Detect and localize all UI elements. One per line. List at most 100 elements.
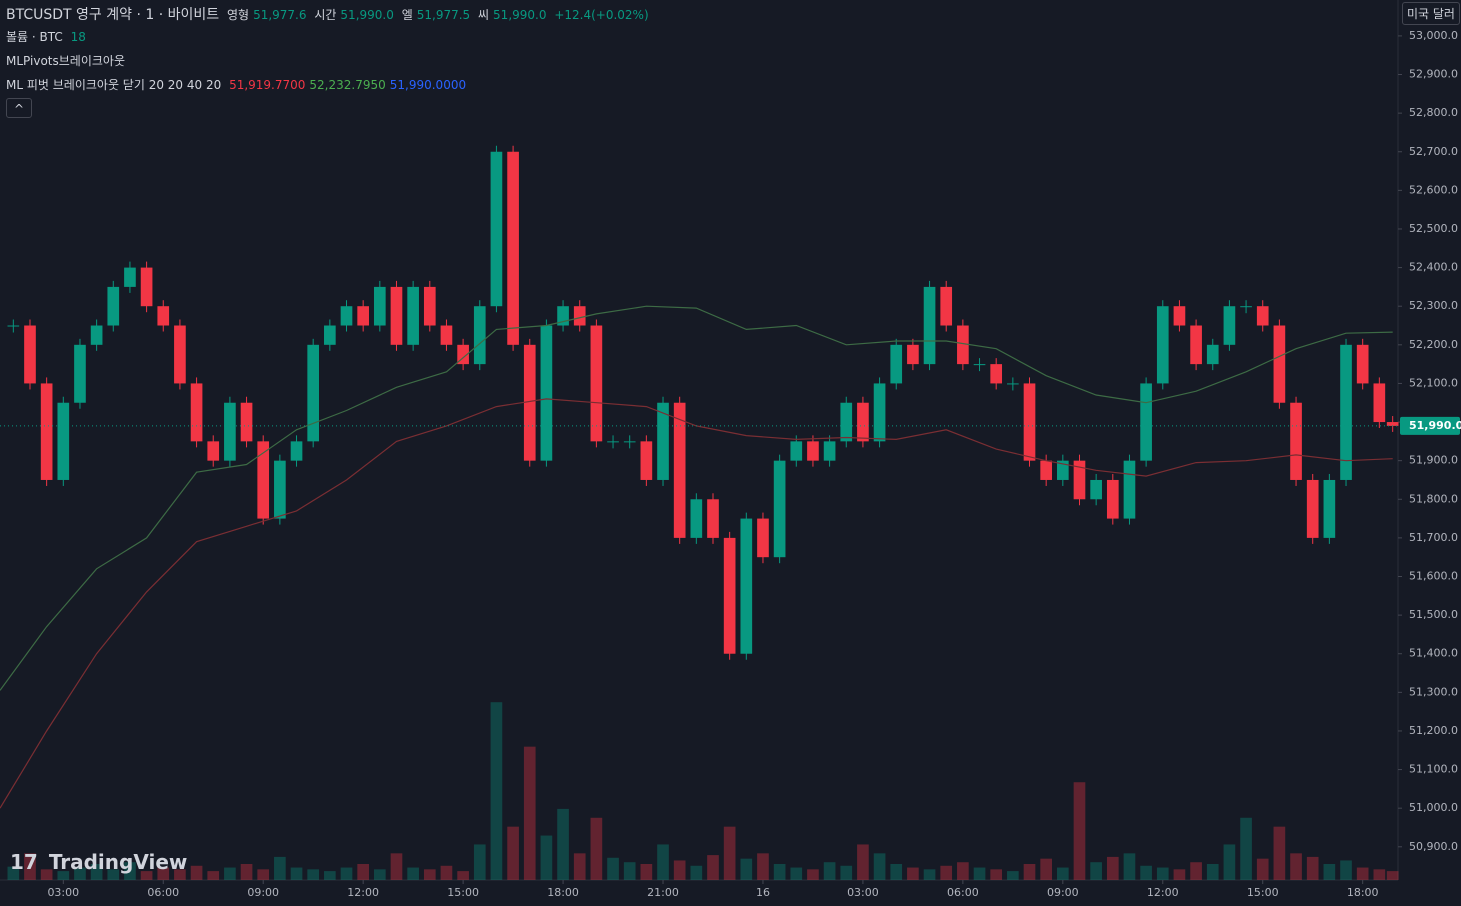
candle (1206, 344, 1219, 365)
candle (1173, 306, 1186, 326)
ohlc-value: 51,990.0 (340, 8, 394, 22)
candle (773, 460, 786, 558)
ohlc-label: 씨 (478, 8, 490, 22)
volume-bar (807, 869, 819, 880)
volume-bar (907, 867, 919, 880)
candle (1386, 422, 1399, 426)
candle (373, 286, 386, 326)
volume-bar (1386, 871, 1399, 880)
candle (607, 441, 619, 443)
indicator-full: ML 피벗 브레이크아웃 닫기 20 20 40 20 (6, 78, 222, 92)
volume-bar (657, 844, 669, 880)
volume-bar (623, 862, 636, 880)
candle (590, 325, 603, 442)
x-tick-label: 15:00 (1247, 886, 1279, 899)
y-tick-label: 52,500.0 (1409, 222, 1458, 235)
volume-bar (573, 853, 586, 880)
candle (1073, 460, 1086, 500)
volume-bar (1173, 869, 1186, 880)
ohlc-value: 51,977.5 (416, 8, 471, 22)
x-tick-label: 15:00 (447, 886, 479, 899)
collapse-button[interactable]: ^ (6, 98, 33, 118)
volume-bar (290, 867, 303, 880)
ohlc-value: 51,990.0 (493, 8, 547, 22)
y-tick-label: 52,600.0 (1409, 183, 1458, 196)
candle (640, 441, 653, 480)
volume-bar (140, 871, 153, 880)
indicator-row: ML 피벗 브레이크아웃 닫기 20 20 40 20 51,919.7700 5… (6, 76, 470, 93)
x-tick-label: 06:00 (147, 886, 179, 899)
volume-bar (1306, 856, 1319, 880)
candle (1090, 479, 1102, 500)
candle (257, 441, 270, 519)
candle (1007, 383, 1019, 385)
volume-bar (1290, 853, 1302, 880)
candle (1273, 325, 1286, 403)
indicator-value: 51,919.7700 (229, 78, 306, 92)
indicator-line (0, 305, 1393, 691)
volume-bar (1056, 867, 1069, 880)
volume-bar (1156, 867, 1169, 880)
ohlc-label: 영형 (226, 8, 250, 22)
y-tick-label: 52,400.0 (1409, 261, 1458, 274)
y-tick-label: 51,500.0 (1409, 608, 1458, 621)
candle (390, 286, 403, 345)
candle (7, 325, 20, 327)
candle (107, 286, 120, 326)
y-tick-label: 51,100.0 (1409, 763, 1458, 776)
volume-bar (1140, 865, 1152, 880)
candle (707, 499, 719, 538)
logo: 17 (10, 850, 38, 874)
candle (757, 518, 769, 558)
volume-label: 볼륨 · BTC (6, 30, 63, 44)
candle (1040, 460, 1052, 480)
candle (623, 441, 636, 443)
ohlc-label: 시간 (314, 8, 337, 22)
volume-bar (157, 867, 170, 880)
volume-bar (790, 867, 803, 880)
candle (657, 402, 669, 480)
x-tick-label: 03:00 (847, 886, 879, 899)
volume-bar (307, 869, 320, 880)
currency[interactable]: 미국 달러 (1402, 2, 1460, 25)
volume-bar (857, 844, 869, 880)
candle (357, 306, 369, 326)
volume-bar (124, 862, 136, 880)
y-tick-label: 53,000.0 (1409, 29, 1458, 42)
candle (1023, 383, 1036, 461)
volume-bar (40, 869, 53, 880)
candle (1140, 383, 1152, 461)
candle (1190, 325, 1202, 365)
last-price-label: 51,990.0 (1409, 419, 1461, 432)
volume-bar (607, 857, 619, 880)
candle (1306, 479, 1319, 538)
volume-bar (973, 867, 986, 880)
candle (523, 344, 536, 461)
volume-bar (1273, 826, 1286, 880)
volume-bar (340, 867, 353, 880)
volume-bar (673, 860, 686, 880)
indicator-value: 52,232.7950 (309, 78, 386, 92)
y-tick-label: 51,600.0 (1409, 569, 1458, 582)
x-tick-label: 12:00 (1147, 886, 1179, 899)
candle (840, 402, 853, 442)
y-tick-label: 52,700.0 (1409, 145, 1458, 158)
volume-bar (224, 867, 236, 880)
candle (890, 344, 903, 384)
volume-bar (357, 864, 369, 880)
x-tick-label: 09:00 (1047, 886, 1079, 899)
candle (1156, 306, 1169, 384)
candle (540, 325, 553, 461)
volume-bar (440, 865, 453, 880)
change: +12.4(+0.02%) (554, 8, 649, 22)
candle (557, 306, 569, 326)
volume-bar (324, 871, 336, 880)
y-tick-label: 51,800.0 (1409, 492, 1458, 505)
candle (124, 267, 136, 287)
candle (324, 325, 336, 345)
volume-bar (873, 853, 886, 880)
x-tick-label: 12:00 (347, 886, 379, 899)
volume-bar (390, 853, 403, 880)
